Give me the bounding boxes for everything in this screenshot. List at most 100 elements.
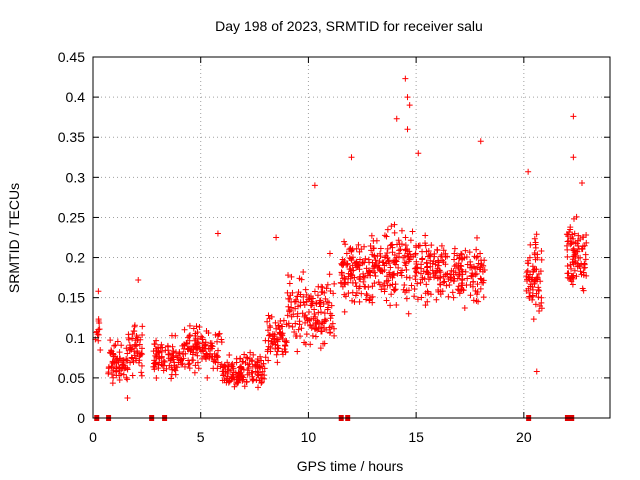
data-point xyxy=(214,365,221,372)
data-point xyxy=(356,248,363,255)
data-point xyxy=(477,275,484,282)
data-point xyxy=(564,262,571,269)
data-point xyxy=(370,237,377,244)
data-point xyxy=(155,361,162,368)
data-point xyxy=(419,276,426,283)
data-point xyxy=(307,302,314,309)
data-point xyxy=(370,245,377,252)
data-point xyxy=(389,271,396,278)
data-point xyxy=(171,359,178,366)
y-tick-label: 0.1 xyxy=(66,330,86,346)
data-point xyxy=(583,232,590,239)
data-point xyxy=(212,331,219,338)
data-point xyxy=(462,268,469,275)
data-point xyxy=(318,309,325,316)
data-point xyxy=(294,293,301,300)
data-point xyxy=(152,359,159,366)
data-point xyxy=(294,348,301,355)
data-point xyxy=(138,369,145,376)
data-point xyxy=(160,367,167,374)
data-point xyxy=(419,256,426,263)
data-point xyxy=(447,277,454,284)
data-point xyxy=(532,244,539,251)
data-point xyxy=(228,373,235,380)
data-point xyxy=(402,75,409,82)
data-point xyxy=(272,319,279,326)
data-point xyxy=(387,264,394,271)
data-point xyxy=(571,267,578,274)
data-point xyxy=(381,254,388,261)
data-point xyxy=(538,299,545,306)
data-point xyxy=(126,342,133,349)
data-point xyxy=(389,244,396,251)
data-point xyxy=(329,320,336,327)
data-point xyxy=(564,253,571,260)
data-point xyxy=(341,308,348,315)
data-point xyxy=(124,350,131,357)
data-point xyxy=(215,347,222,354)
data-point xyxy=(580,287,587,294)
data-point xyxy=(526,254,533,261)
chart-title: Day 198 of 2023, SRMTID for receiver sal… xyxy=(215,18,483,34)
data-point xyxy=(568,240,575,247)
data-point xyxy=(283,337,290,344)
data-point xyxy=(424,298,431,305)
data-point xyxy=(381,232,388,239)
data-point xyxy=(569,281,576,288)
data-point xyxy=(181,326,188,333)
data-point xyxy=(108,371,115,378)
data-point xyxy=(403,274,410,281)
data-point xyxy=(306,321,313,328)
data-point xyxy=(431,250,438,257)
data-point xyxy=(357,274,364,281)
data-point xyxy=(199,334,206,341)
data-point xyxy=(374,264,381,271)
data-point xyxy=(309,295,316,302)
data-point xyxy=(371,269,378,276)
data-point xyxy=(186,365,193,372)
data-point xyxy=(229,360,236,367)
data-point xyxy=(426,253,433,260)
data-point xyxy=(352,260,359,267)
data-point xyxy=(349,297,356,304)
data-point xyxy=(383,297,390,304)
data-point xyxy=(138,345,145,352)
data-point xyxy=(268,313,275,320)
data-point xyxy=(377,245,384,252)
data-point xyxy=(325,304,332,311)
plot-frame xyxy=(92,56,611,419)
data-point xyxy=(396,250,403,257)
data-point xyxy=(425,248,432,255)
data-point xyxy=(226,378,233,385)
data-point xyxy=(297,333,304,340)
data-point xyxy=(260,360,267,367)
data-point xyxy=(390,286,397,293)
data-point xyxy=(402,242,409,249)
data-point xyxy=(524,267,531,274)
data-point xyxy=(239,358,246,365)
data-point xyxy=(570,113,577,120)
data-point xyxy=(467,292,474,299)
data-point xyxy=(236,376,243,383)
data-point xyxy=(388,223,395,230)
data-point xyxy=(429,267,436,274)
data-point xyxy=(575,242,582,249)
data-point xyxy=(411,286,418,293)
data-point xyxy=(151,340,158,347)
data-point xyxy=(331,280,338,287)
x-tick-label: 15 xyxy=(408,429,424,445)
data-point xyxy=(362,255,369,262)
data-point xyxy=(151,366,158,373)
data-point xyxy=(567,241,574,248)
data-point xyxy=(321,310,328,317)
data-point xyxy=(411,293,418,300)
y-tick-label: 0.2 xyxy=(66,250,86,266)
data-point xyxy=(153,337,160,344)
data-point xyxy=(258,380,265,387)
data-point xyxy=(292,320,299,327)
data-point xyxy=(110,374,117,381)
data-point xyxy=(218,336,225,343)
data-point xyxy=(398,227,405,234)
data-point xyxy=(279,351,286,358)
data-point xyxy=(478,276,485,283)
